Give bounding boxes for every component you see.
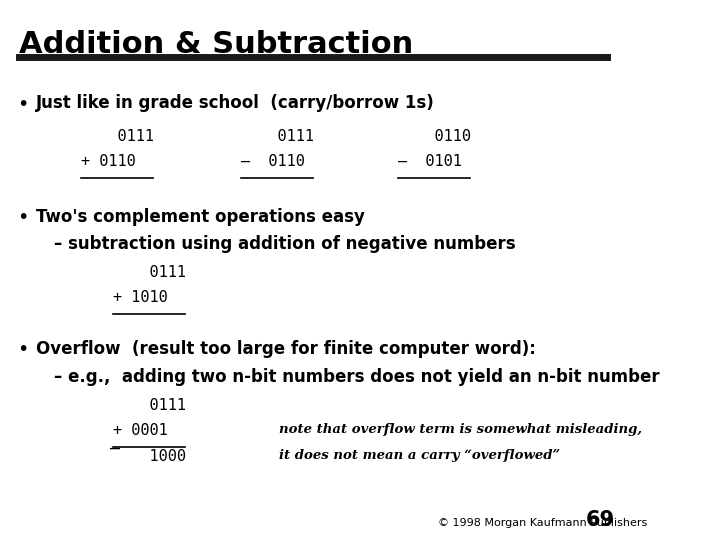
Text: © 1998 Morgan Kaufmann Publishers: © 1998 Morgan Kaufmann Publishers: [438, 518, 647, 528]
Text: it does not mean a carry “overflowed”: it does not mean a carry “overflowed”: [279, 449, 559, 462]
Text: Just like in grade school  (carry/borrow 1s): Just like in grade school (carry/borrow …: [36, 94, 435, 112]
Text: –: –: [53, 368, 61, 386]
Text: •: •: [17, 208, 29, 227]
Text: 0111: 0111: [241, 129, 314, 144]
Text: e.g.,  adding two n-bit numbers does not yield an n-bit number: e.g., adding two n-bit numbers does not …: [68, 368, 660, 386]
Text: + 0110: + 0110: [81, 154, 136, 169]
Text: 0111: 0111: [81, 129, 154, 144]
Text: note that overflow term is somewhat misleading,: note that overflow term is somewhat misl…: [279, 423, 642, 436]
Text: 0111: 0111: [113, 398, 186, 413]
Text: 0111: 0111: [113, 265, 186, 280]
Text: 1000: 1000: [113, 449, 186, 464]
Text: Two's complement operations easy: Two's complement operations easy: [36, 208, 365, 226]
Text: –  0101: – 0101: [397, 154, 462, 169]
Text: subtraction using addition of negative numbers: subtraction using addition of negative n…: [68, 235, 516, 253]
Text: + 0001: + 0001: [113, 423, 168, 438]
Text: –: –: [53, 235, 61, 253]
Text: Overflow  (result too large for finite computer word):: Overflow (result too large for finite co…: [36, 340, 536, 358]
Text: + 1010: + 1010: [113, 290, 168, 305]
Text: 0110: 0110: [397, 129, 471, 144]
Text: –  0110: – 0110: [241, 154, 305, 169]
Text: 69: 69: [585, 510, 615, 530]
Text: •: •: [17, 94, 29, 113]
Text: Addition & Subtraction: Addition & Subtraction: [19, 30, 413, 59]
Text: •: •: [17, 340, 29, 359]
Text: _: _: [109, 431, 120, 449]
